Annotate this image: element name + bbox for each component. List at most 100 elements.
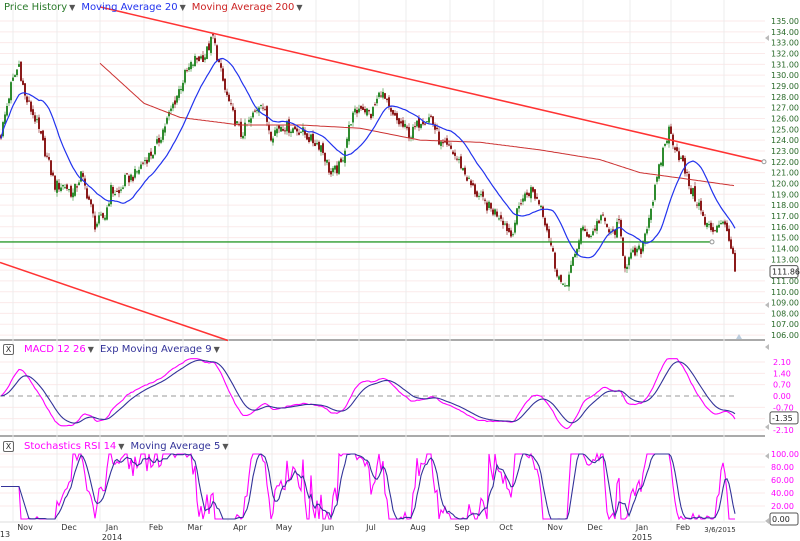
candle (170, 105, 172, 115)
candle (308, 133, 310, 144)
close-stoch-panel-button[interactable]: X (3, 441, 14, 452)
candle (348, 121, 350, 145)
candle-body (126, 173, 128, 175)
candle (220, 59, 222, 72)
candle (376, 95, 378, 107)
candle-body (328, 162, 330, 173)
candle-body (42, 130, 44, 141)
candle-body (542, 206, 544, 217)
candle-body (266, 106, 268, 122)
x-tick-label: Dec (587, 523, 602, 532)
candle-body (304, 130, 306, 135)
candle-body (336, 165, 338, 174)
candle-body (182, 82, 184, 91)
candle-body (316, 143, 318, 145)
candle-body (476, 191, 478, 197)
candle-body (214, 38, 216, 44)
candle (602, 211, 604, 217)
candle-body (626, 266, 628, 269)
candle (194, 53, 196, 67)
candle (268, 121, 270, 135)
candle (54, 175, 56, 192)
candle-body (498, 218, 500, 220)
candle-body (552, 248, 554, 252)
candle-body (586, 232, 588, 237)
candle (224, 78, 226, 93)
candle (420, 123, 422, 130)
candle (722, 220, 724, 225)
candle (556, 268, 558, 278)
candle (730, 236, 732, 250)
candle (350, 124, 352, 127)
legend-exp-moving-average-9[interactable]: Exp Moving Average 9 ▼ (99, 344, 220, 355)
candle (160, 136, 162, 145)
candle-body (78, 182, 80, 186)
candle-body (536, 196, 538, 199)
candle-body (448, 144, 450, 146)
candle-body (474, 184, 476, 195)
candle (330, 168, 332, 177)
candle (370, 113, 372, 120)
candle-body (570, 264, 572, 273)
candle (286, 119, 288, 135)
candle-body (546, 223, 548, 231)
candle (510, 227, 512, 239)
candle (534, 189, 536, 201)
candle (732, 245, 734, 255)
candle (378, 91, 380, 99)
candle (414, 122, 416, 130)
candle-body (254, 110, 256, 112)
candle-body (640, 248, 642, 255)
candle (166, 116, 168, 125)
candle (292, 127, 294, 134)
candle-body (252, 112, 254, 118)
candle-body (416, 120, 418, 127)
candle (254, 108, 256, 113)
candle-body (14, 75, 16, 77)
candle-body (528, 193, 530, 197)
candle-body (52, 172, 54, 176)
candle-body (368, 110, 370, 112)
candle-body (70, 185, 72, 197)
legend-moving-average-20[interactable]: Moving Average 20 ▼ (81, 2, 186, 13)
legend-macd[interactable]: MACD 12 26 ▼ (24, 344, 94, 355)
candle-body (12, 77, 14, 81)
candle (650, 208, 652, 224)
candle (496, 208, 498, 218)
candle (276, 125, 278, 138)
candle-body (576, 249, 578, 256)
candle (116, 187, 118, 192)
price-axis-label: 128.00 (771, 93, 799, 102)
candle (344, 148, 346, 167)
price-axis-label: 125.00 (771, 125, 799, 134)
candle (640, 247, 642, 258)
candle (328, 159, 330, 175)
candle-body (36, 119, 38, 121)
candle-body (262, 107, 264, 109)
candle (374, 102, 376, 107)
candle-body (650, 208, 652, 220)
candle-body (186, 70, 188, 72)
legend-stochastics-rsi[interactable]: Stochastics RSI 14 ▼ (24, 441, 125, 452)
legend-price-history[interactable]: Price History ▼ (4, 2, 76, 13)
candle-body (18, 64, 20, 67)
legend-moving-average-5[interactable]: Moving Average 5 ▼ (130, 441, 229, 452)
candle-body (108, 203, 110, 207)
macd-axis-label: -2.10 (773, 426, 794, 435)
candle-body (658, 164, 660, 179)
candle-body (506, 223, 508, 231)
candle (204, 53, 206, 63)
candle (596, 218, 598, 235)
candle-body (210, 36, 212, 53)
stoch-ma5-line (1, 453, 736, 520)
candle (604, 216, 606, 225)
close-macd-panel-button[interactable]: X (3, 344, 14, 355)
candle (368, 109, 370, 115)
candle (198, 55, 200, 62)
candle-body (712, 227, 714, 232)
candle (524, 191, 526, 202)
candle-body (644, 233, 646, 244)
legend-moving-average-200[interactable]: Moving Average 200 ▼ (191, 2, 303, 13)
candle-body (156, 139, 158, 144)
candle (468, 175, 470, 180)
